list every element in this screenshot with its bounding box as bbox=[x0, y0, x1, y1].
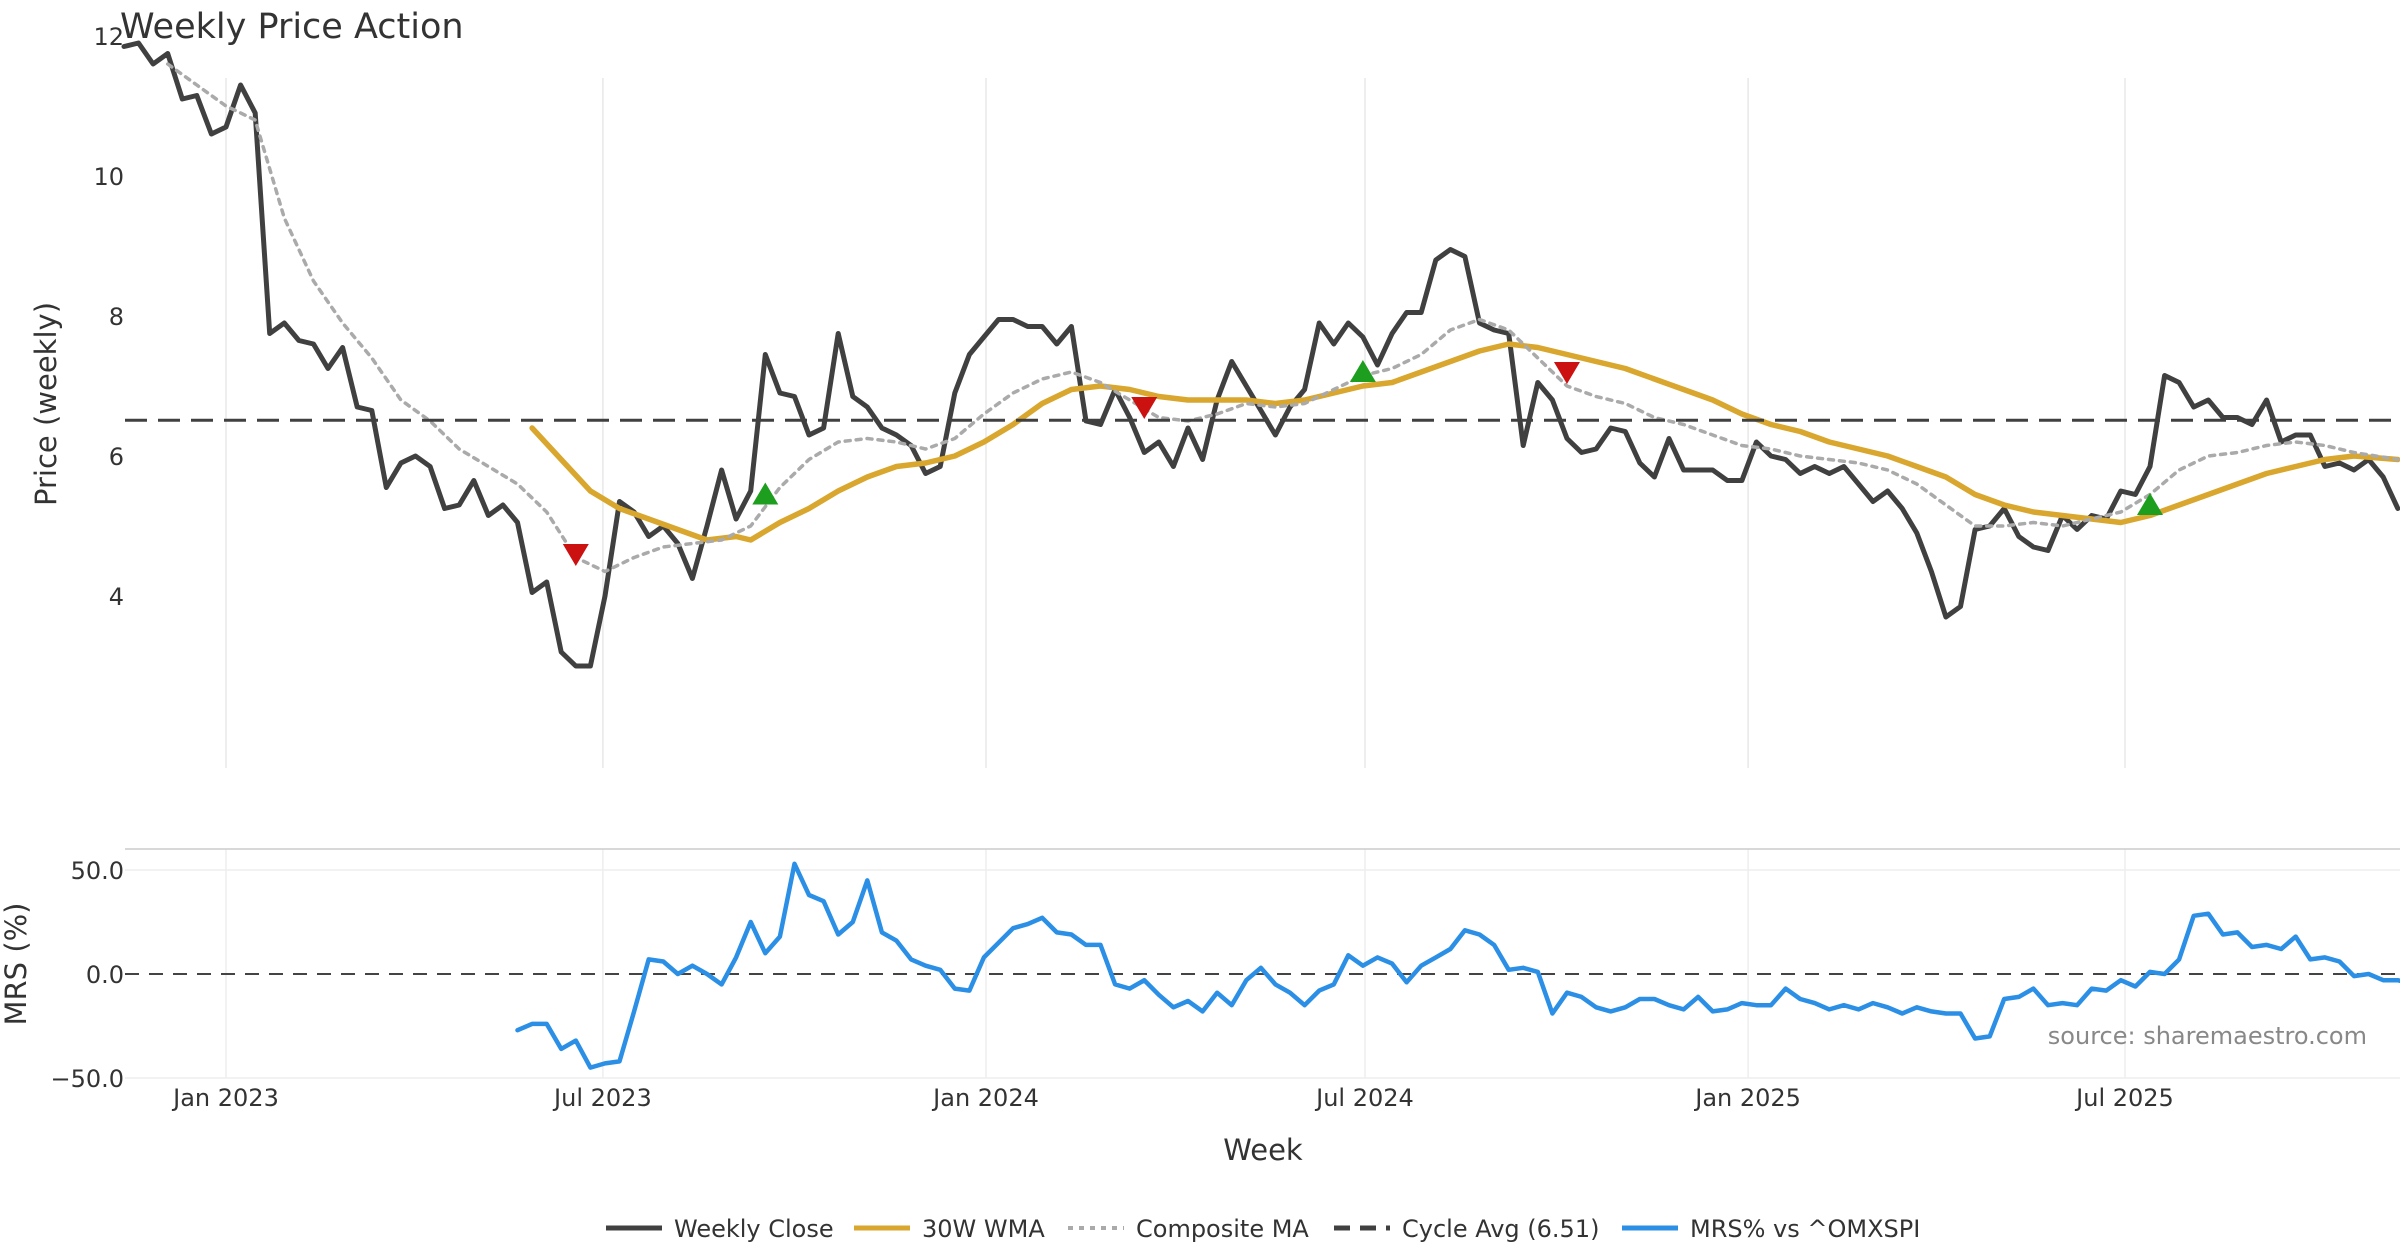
sell-marker bbox=[1553, 362, 1580, 384]
ticks-layer: Jan 2023 Jul 2023 Jan 2024 Jul 2024 Jan 2025… bbox=[50, 23, 2173, 1112]
composite-ma-line bbox=[165, 62, 2400, 574]
mrs-y-tick-label: 50.0 bbox=[71, 857, 124, 885]
price-y-tick-label: 12 bbox=[93, 23, 124, 51]
price-axis-title: Price (weekly) bbox=[29, 302, 63, 506]
x-tick-label: Jan 2024 bbox=[931, 1084, 1039, 1112]
price-y-tick-label: 6 bbox=[109, 443, 124, 471]
x-tick-label: Jul 2023 bbox=[552, 1084, 652, 1112]
price-y-tick-label: 8 bbox=[109, 303, 124, 331]
price-y-tick-label: 10 bbox=[93, 163, 124, 191]
mrs-line bbox=[515, 861, 2400, 1070]
grid-layer bbox=[125, 78, 2400, 1079]
source-note: source: sharemaestro.com bbox=[2048, 1022, 2367, 1050]
x-axis-title: Week bbox=[1223, 1133, 1303, 1167]
legend: Weekly Close 30W WMA Composite MA Cycle Avg… bbox=[606, 1215, 1920, 1243]
legend-label: 30W WMA bbox=[922, 1215, 1045, 1243]
buy-marker bbox=[1349, 360, 1376, 382]
mrs-y-tick-label: −50.0 bbox=[50, 1065, 124, 1093]
mrs-y-tick-label: 0.0 bbox=[86, 961, 124, 989]
price-y-tick-label: 4 bbox=[109, 583, 124, 611]
x-tick-label: Jan 2023 bbox=[171, 1084, 279, 1112]
buy-marker bbox=[2136, 493, 2163, 515]
x-tick-label: Jul 2025 bbox=[2074, 1084, 2174, 1112]
chart-title: Weekly Price Action bbox=[120, 7, 464, 47]
x-tick-label: Jan 2025 bbox=[1693, 1084, 1801, 1112]
mrs-axis-title: MRS (%) bbox=[0, 903, 33, 1026]
sell-marker bbox=[562, 544, 589, 566]
x-tick-label: Jul 2024 bbox=[1314, 1084, 1414, 1112]
legend-label: Cycle Avg (6.51) bbox=[1402, 1215, 1599, 1243]
markers-layer bbox=[562, 360, 2163, 566]
30w-wma-line bbox=[529, 341, 2400, 543]
buy-marker bbox=[752, 482, 779, 505]
sell-marker bbox=[1131, 397, 1158, 419]
weekly-close-line bbox=[121, 40, 2400, 669]
lines-layer bbox=[121, 40, 2400, 1070]
legend-label: MRS% vs ^OMXSPI bbox=[1690, 1215, 1920, 1243]
legend-label: Composite MA bbox=[1136, 1215, 1309, 1243]
legend-label: Weekly Close bbox=[674, 1215, 834, 1243]
